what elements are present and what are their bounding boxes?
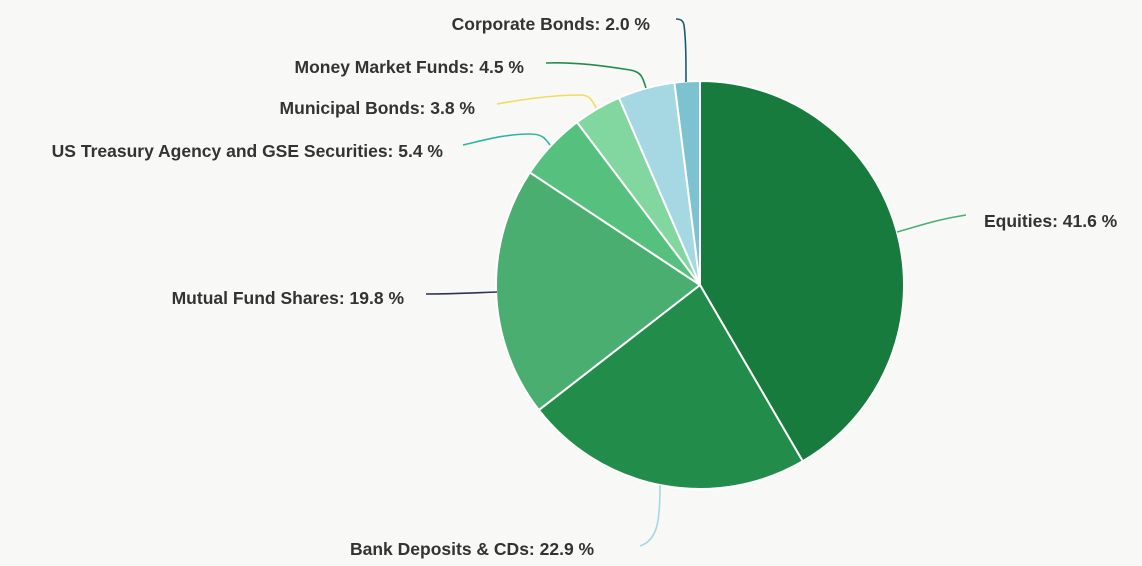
- leader-line-mutual-fund-shares: [425, 291, 498, 295]
- leader-line-us-treasury-agency-and-gse-securities: [462, 133, 551, 146]
- pie-slice-bank-deposits-cds[interactable]: [537, 284, 804, 490]
- label-money-market-funds: Money Market Funds: 4.5 %: [295, 57, 525, 77]
- leader-line-money-market-funds: [545, 62, 647, 89]
- label-equities: Equities: 41.6 %: [984, 211, 1118, 231]
- label-us-treasury-agency-gse: US Treasury Agency and GSE Securities: 5…: [52, 141, 444, 161]
- leader-line-municipal-bonds: [496, 94, 597, 109]
- pie-slices: [495, 80, 905, 490]
- slice-labels: Equities: 41.6 % Bank Deposits & CDs: 22…: [52, 14, 1118, 559]
- pie-slice-equities[interactable]: [699, 80, 905, 463]
- leader-line-corporate-bonds: [675, 18, 687, 83]
- leader-line-bank-deposits-cds: [639, 484, 661, 547]
- label-mutual-fund-shares: Mutual Fund Shares: 19.8 %: [172, 288, 405, 308]
- label-municipal-bonds: Municipal Bonds: 3.8 %: [280, 98, 476, 118]
- label-corporate-bonds: Corporate Bonds: 2.0 %: [452, 14, 651, 34]
- leader-line-equities: [896, 214, 967, 233]
- label-bank-deposits-cds: Bank Deposits & CDs: 22.9 %: [350, 539, 595, 559]
- pie-slice-corporate-bonds[interactable]: [673, 80, 701, 286]
- leader-lines: [425, 18, 967, 547]
